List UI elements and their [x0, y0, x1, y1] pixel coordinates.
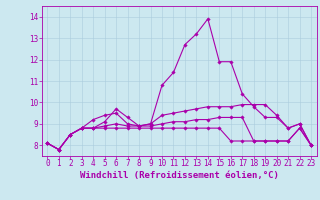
X-axis label: Windchill (Refroidissement éolien,°C): Windchill (Refroidissement éolien,°C)	[80, 171, 279, 180]
